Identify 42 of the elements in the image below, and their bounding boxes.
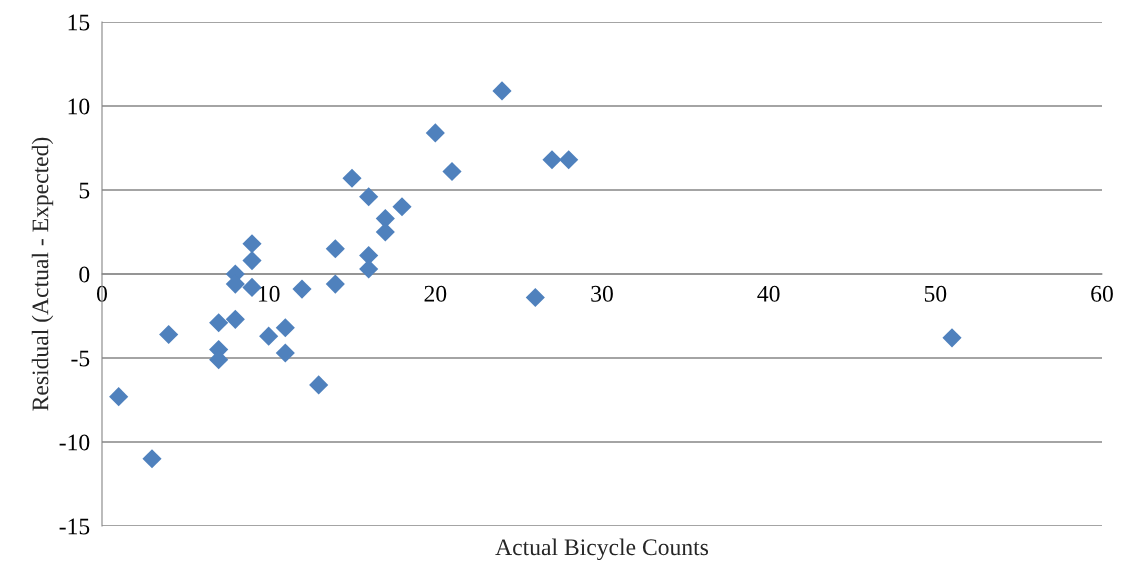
point	[325, 274, 345, 294]
point	[342, 168, 362, 188]
point	[275, 343, 295, 363]
point	[392, 197, 412, 217]
point	[559, 150, 579, 170]
y-tick-label: -5	[71, 350, 90, 367]
x-axis-title: Actual Bicycle Counts	[495, 538, 709, 561]
point	[359, 259, 379, 279]
point	[225, 309, 245, 329]
point	[159, 324, 179, 345]
point	[142, 449, 162, 469]
x-tick-label: 50	[924, 285, 947, 302]
point	[942, 328, 962, 348]
y-tick-label: 15	[68, 14, 90, 31]
y-tick-label: 10	[68, 98, 90, 115]
point	[525, 287, 545, 308]
point	[109, 387, 129, 407]
point	[425, 123, 445, 143]
y-tick-label: -15	[59, 518, 90, 535]
point	[309, 375, 329, 395]
x-tick-label: 10	[258, 285, 280, 302]
point	[492, 81, 512, 101]
point	[242, 234, 262, 254]
point	[292, 279, 312, 299]
point	[259, 326, 279, 346]
point	[542, 150, 562, 170]
point	[359, 187, 379, 207]
point	[275, 318, 295, 338]
x-tick-label: 40	[757, 285, 780, 302]
point	[242, 250, 262, 271]
y-axis-title: Residual (Actual - Expected)	[31, 137, 54, 411]
point	[325, 239, 345, 259]
y-tick-label: -10	[59, 434, 90, 451]
x-tick-label: 60	[1091, 285, 1113, 302]
x-tick-label: 20	[424, 285, 447, 302]
x-tick-label: 30	[591, 285, 613, 302]
point	[209, 313, 229, 333]
y-tick-label: 5	[79, 182, 90, 199]
x-tick-label: 0	[97, 285, 107, 302]
y-tick-label: 0	[79, 266, 90, 283]
point	[375, 222, 395, 242]
point	[442, 161, 462, 182]
